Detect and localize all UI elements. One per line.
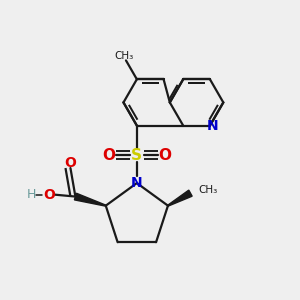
Text: O: O xyxy=(43,188,55,202)
Text: O: O xyxy=(158,148,171,163)
Text: H: H xyxy=(26,188,36,201)
Polygon shape xyxy=(74,193,106,206)
Text: N: N xyxy=(131,176,143,190)
Text: CH₃: CH₃ xyxy=(114,51,134,62)
Polygon shape xyxy=(168,190,192,206)
Text: O: O xyxy=(103,148,116,163)
Text: S: S xyxy=(131,148,142,163)
Text: CH₃: CH₃ xyxy=(198,185,218,195)
Text: O: O xyxy=(64,156,76,170)
Text: N: N xyxy=(207,118,219,133)
